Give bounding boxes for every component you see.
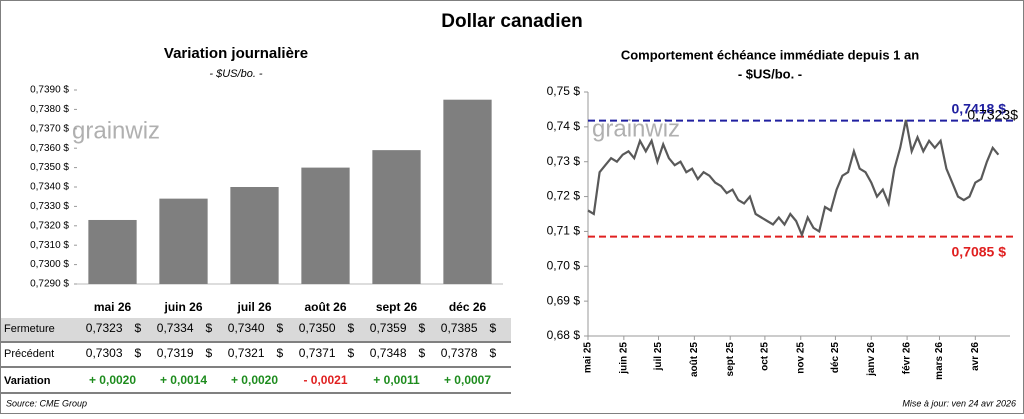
close-value: 0,7334 — [157, 321, 194, 335]
previous-currency: $ — [419, 346, 426, 360]
bar — [230, 187, 279, 284]
y-tick-label: 0,7360 $ — [30, 143, 69, 154]
watermark: grainwiz — [592, 115, 680, 142]
previous-currency: $ — [277, 346, 284, 360]
y-tick-label: 0,7300 $ — [30, 259, 69, 270]
previous-currency: $ — [206, 346, 213, 360]
y-tick-label: 0,7380 $ — [30, 104, 69, 115]
y-tick-label: 0,7290 $ — [30, 279, 69, 290]
row-label: Fermeture — [4, 323, 55, 335]
line-subtitle: - $US/bo. - — [738, 66, 802, 81]
x-tick-label: janv 26 — [866, 342, 877, 377]
previous-value: 0,7319 — [157, 346, 194, 360]
x-tick-label: déc 26 — [449, 300, 487, 314]
close-currency: $ — [135, 321, 142, 335]
reference-label: 0,7418 $ — [952, 100, 1007, 116]
y-tick-label: 0,7350 $ — [30, 162, 69, 173]
y-tick-label: 0,74 $ — [547, 119, 581, 133]
variation-value: + 0,0007 — [444, 373, 491, 387]
close-currency: $ — [419, 321, 426, 335]
y-tick-label: 0,7390 $ — [30, 85, 69, 96]
previous-value: 0,7371 — [299, 346, 336, 360]
x-tick-label: déc 25 — [830, 342, 841, 374]
variation-value: + 0,0020 — [89, 373, 136, 387]
bar — [301, 167, 350, 284]
line-title: Comportement échéance immédiate depuis 1… — [621, 47, 919, 62]
close-value: 0,7340 — [228, 321, 265, 335]
x-tick-label: mai 25 — [583, 342, 594, 374]
previous-value: 0,7303 — [86, 346, 123, 360]
previous-currency: $ — [348, 346, 355, 360]
bar-subtitle: - $US/bo. - — [209, 68, 263, 80]
watermark: grainwiz — [72, 117, 160, 144]
x-tick-label: mars 26 — [934, 342, 945, 380]
y-tick-label: 0,7370 $ — [30, 123, 69, 134]
row-label: Variation — [4, 375, 51, 387]
close-currency: $ — [348, 321, 355, 335]
variation-value: + 0,0014 — [160, 373, 207, 387]
y-tick-label: 0,7340 $ — [30, 182, 69, 193]
y-tick-label: 0,70 $ — [547, 258, 581, 272]
x-tick-label: oct 25 — [760, 342, 771, 371]
y-tick-label: 0,7310 $ — [30, 240, 69, 251]
x-tick-label: févr 26 — [902, 342, 913, 375]
x-tick-label: août 26 — [304, 300, 346, 314]
y-tick-label: 0,7320 $ — [30, 220, 69, 231]
x-tick-label: juin 25 — [618, 342, 629, 375]
y-tick-label: 0,68 $ — [547, 328, 581, 342]
row-background — [1, 318, 511, 341]
row-label: Précédent — [4, 348, 54, 360]
y-tick-label: 0,71 $ — [547, 224, 581, 238]
bar — [159, 198, 208, 284]
source: Source: CME Group — [6, 398, 87, 408]
x-tick-label: mai 26 — [94, 300, 132, 314]
y-tick-label: 0,73 $ — [547, 154, 581, 168]
x-tick-label: juil 25 — [653, 342, 664, 372]
close-currency: $ — [206, 321, 213, 335]
variation-value: + 0,0011 — [373, 373, 420, 387]
close-value: 0,7385 — [441, 321, 478, 335]
close-currency: $ — [490, 321, 497, 335]
y-tick-label: 0,72 $ — [547, 189, 581, 203]
x-tick-label: nov 25 — [795, 342, 806, 374]
bar — [443, 99, 492, 284]
previous-value: 0,7321 — [228, 346, 265, 360]
bar — [372, 150, 421, 284]
x-tick-label: sept 25 — [725, 342, 736, 377]
close-currency: $ — [277, 321, 284, 335]
x-tick-label: avr 26 — [970, 342, 981, 371]
bar-title: Variation journalière — [164, 45, 308, 62]
updated: Mise à jour: ven 24 avr 2026 — [902, 398, 1016, 408]
page-title: Dollar canadien — [441, 11, 583, 32]
x-tick-label: juin 26 — [163, 300, 202, 314]
close-value: 0,7350 — [299, 321, 336, 335]
y-tick-label: 0,75 $ — [547, 84, 581, 98]
x-tick-label: sept 26 — [376, 300, 418, 314]
variation-value: + 0,0020 — [231, 373, 278, 387]
bar — [88, 219, 137, 284]
variation-value: - 0,0021 — [303, 373, 347, 387]
x-tick-label: juil 26 — [236, 300, 271, 314]
close-value: 0,7359 — [370, 321, 407, 335]
previous-currency: $ — [135, 346, 142, 360]
y-tick-label: 0,69 $ — [547, 293, 581, 307]
y-tick-label: 0,7330 $ — [30, 201, 69, 212]
previous-value: 0,7378 — [441, 346, 478, 360]
reference-label: 0,7085 $ — [952, 243, 1007, 259]
previous-currency: $ — [490, 346, 497, 360]
price-line — [587, 119, 1000, 239]
previous-value: 0,7348 — [370, 346, 407, 360]
x-tick-label: août 25 — [689, 342, 700, 377]
close-value: 0,7323 — [86, 321, 123, 335]
end-label: 0,7323$ — [967, 107, 1018, 123]
